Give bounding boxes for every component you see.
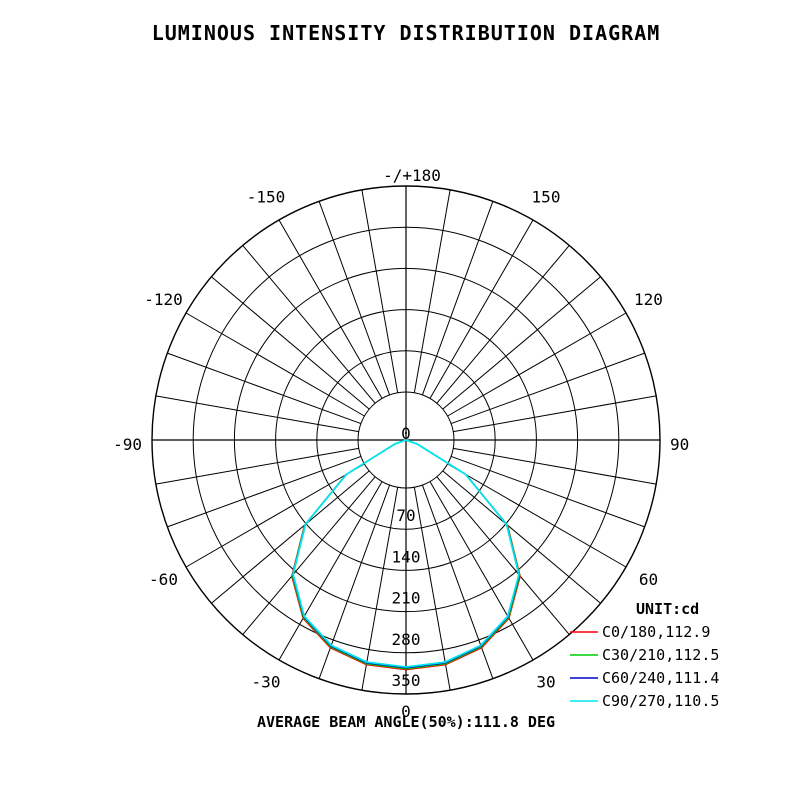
grid-spoke bbox=[155, 395, 359, 433]
angle-label: 30 bbox=[536, 672, 555, 691]
grid-spoke bbox=[155, 447, 359, 485]
angle-label: -90 bbox=[113, 435, 142, 454]
angle-label: 0 bbox=[401, 702, 411, 721]
radial-tick-label: 70 bbox=[396, 506, 415, 525]
grid-spoke bbox=[429, 481, 534, 661]
radial-tick-label: 350 bbox=[392, 671, 421, 690]
grid-spoke bbox=[185, 463, 365, 568]
grid-spoke bbox=[442, 470, 601, 604]
grid-spoke bbox=[211, 470, 370, 604]
grid-spoke bbox=[450, 352, 645, 425]
radial-tick-label: 0 bbox=[401, 424, 411, 443]
angle-label: 150 bbox=[532, 188, 561, 207]
angle-label: -60 bbox=[149, 570, 178, 589]
grid-spoke bbox=[242, 476, 376, 635]
unit-label: UNIT:cd bbox=[636, 600, 699, 618]
grid-spoke bbox=[429, 219, 534, 399]
radial-labels: 0 70 140 210 280 350 bbox=[392, 424, 421, 690]
grid-spoke bbox=[278, 481, 383, 661]
grid-spoke bbox=[447, 463, 627, 568]
series-curve-3 bbox=[292, 439, 520, 668]
grid-spoke bbox=[421, 484, 494, 679]
grid-spoke bbox=[167, 455, 362, 528]
grid-spoke bbox=[442, 276, 601, 410]
chart-title: LUMINOUS INTENSITY DISTRIBUTION DIAGRAM bbox=[152, 21, 661, 45]
grid-spoke bbox=[318, 484, 391, 679]
grid-spoke bbox=[361, 487, 399, 691]
radial-tick-label: 210 bbox=[392, 589, 421, 608]
grid-spoke bbox=[167, 352, 362, 425]
radial-tick-label: 140 bbox=[392, 547, 421, 566]
grid-spoke bbox=[413, 487, 451, 691]
angle-label: -120 bbox=[144, 290, 183, 309]
grid-spoke bbox=[453, 447, 657, 485]
series-curves bbox=[291, 439, 521, 671]
grid-spoke bbox=[318, 201, 391, 396]
grid-spoke bbox=[453, 395, 657, 433]
angle-label: 90 bbox=[670, 435, 689, 454]
legend-entry: C30/210,112.5 bbox=[602, 646, 719, 664]
angle-label: -30 bbox=[252, 672, 281, 691]
grid-spoke bbox=[242, 245, 376, 404]
legend-entry: C60/240,111.4 bbox=[602, 669, 719, 687]
grid-spoke bbox=[450, 455, 645, 528]
grid-spoke bbox=[278, 219, 383, 399]
legend-entry: C90/270,110.5 bbox=[602, 692, 719, 710]
grid-spoke bbox=[436, 245, 570, 404]
angle-label: 60 bbox=[639, 570, 658, 589]
legend: C0/180,112.9 C30/210,112.5 C60/240,111.4 C9… bbox=[570, 623, 719, 710]
legend-entry: C0/180,112.9 bbox=[602, 623, 710, 641]
grid-spokes bbox=[152, 186, 660, 694]
angle-label: 120 bbox=[634, 290, 663, 309]
radial-tick-label: 280 bbox=[392, 630, 421, 649]
angle-label: -150 bbox=[247, 188, 286, 207]
grid-spoke bbox=[413, 189, 451, 393]
grid-spoke bbox=[447, 312, 627, 417]
grid-spoke bbox=[436, 476, 570, 635]
grid-spoke bbox=[361, 189, 399, 393]
angle-labels: -/+180 -150 150 -120 120 -90 90 -60 60 -30 30 0 bbox=[113, 166, 689, 721]
grid-spoke bbox=[421, 201, 494, 396]
grid-spoke bbox=[211, 276, 370, 410]
grid-spoke bbox=[185, 312, 365, 417]
beam-angle-footer: AVERAGE BEAM ANGLE(50%):111.8 DEG bbox=[257, 713, 555, 731]
angle-label: -/+180 bbox=[383, 166, 441, 185]
